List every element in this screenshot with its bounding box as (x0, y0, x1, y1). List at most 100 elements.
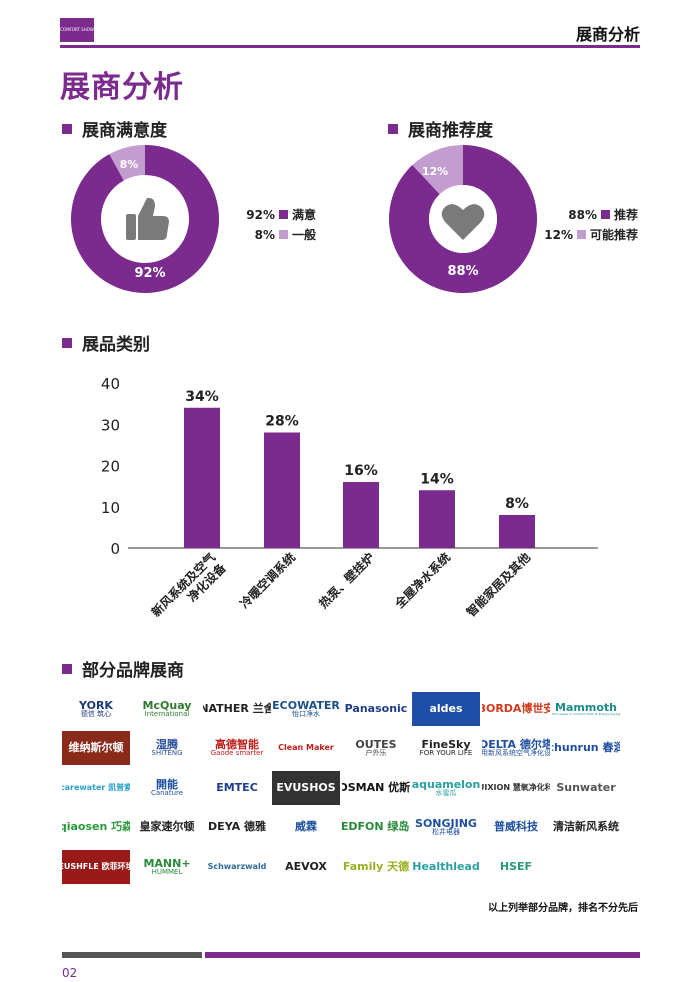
brand-logo: Mammoth The Leader in Comfort HVAC & Ener… (552, 692, 620, 726)
legend-swatch (576, 230, 586, 239)
brand-name: NATHER 兰舍 (203, 702, 271, 716)
brand-logo: NATHER 兰舍 (203, 692, 271, 726)
category-section-title: 展品类别 (62, 330, 150, 355)
brand-name: HSEF (499, 860, 533, 874)
category-label: 新风系统及空气净化设备 (148, 549, 229, 630)
brand-logo: FineSky FOR YOUR LIFE (412, 731, 480, 765)
satisfaction-legend: 92% 满意 8% 一般 (246, 205, 316, 245)
brand-logo: aldes (412, 692, 480, 726)
bar (499, 515, 535, 548)
brand-name: Healthlead (412, 860, 480, 874)
brand-name: MANN+ (143, 856, 191, 870)
legend-swatch (278, 230, 288, 239)
bar-value-label: 16% (344, 463, 378, 479)
section-marker (62, 664, 72, 674)
brand-name: YORK (79, 698, 113, 712)
y-tick-label: 40 (101, 375, 120, 393)
brand-logo: chunrun 春润 (552, 731, 620, 765)
brand-logo: HSEF (482, 850, 550, 884)
bar-value-label: 8% (505, 496, 529, 512)
category-label: 热泵、壁挂炉 (316, 550, 378, 612)
brand-name: aldes (429, 702, 463, 716)
brand-logo: NEDFON 绿岛风 (342, 810, 410, 844)
brands-title-text: 部分品牌展商 (82, 661, 184, 681)
y-tick-label: 10 (101, 499, 120, 517)
brand-subtitle: 德信 筑心 (80, 710, 112, 719)
brand-logo: Panasonic (342, 692, 410, 726)
brand-name: DEYA 德雅 (208, 820, 266, 834)
section-marker (388, 124, 398, 134)
brand-logo: Sunwater (552, 771, 620, 805)
brand-logo: EMTEC (203, 771, 271, 805)
satisfaction-slice-label-satisfied: 92% (134, 266, 165, 281)
show-logo: COMFORT SHOW (60, 18, 94, 42)
recommendation-section-title: 展商推荐度 (388, 116, 493, 141)
section-marker (62, 338, 72, 348)
brand-subtitle: SHITENG (151, 749, 183, 758)
brand-name: EUSHFLE 欧菲环境 (62, 861, 130, 871)
brand-name: McQuay (142, 698, 192, 712)
brand-logo: McQuay International (133, 692, 201, 726)
brand-name: NEDFON 绿岛风 (342, 820, 410, 834)
bar (343, 482, 379, 548)
brand-logo: 清洁新风系统 (552, 810, 620, 844)
brand-name: 開能 (156, 777, 178, 791)
brand-logo: 普威科技 (482, 810, 550, 844)
legend-item: 92% 满意 (246, 205, 316, 225)
legend-item: 8% 一般 (246, 225, 316, 245)
brands-note: 以上列举部分品牌，排名不分先后 (488, 903, 638, 914)
brand-logo: qiaosen 巧森 (62, 810, 130, 844)
brand-name: 高德智能 (214, 737, 259, 751)
recommendation-title-text: 展商推荐度 (408, 121, 493, 141)
brand-name: Schwarzwald (207, 861, 267, 871)
brand-name: Clean Maker (278, 742, 334, 752)
bar-value-label: 14% (420, 471, 454, 487)
brand-logo: aquamelon 水蜜瓜 (412, 771, 480, 805)
footer-bar-dark (62, 952, 202, 958)
brand-logo: 湿腾 SHITENG (133, 731, 201, 765)
legend-label: 满意 (291, 208, 316, 222)
brand-name: qiaosen 巧森 (62, 820, 130, 834)
brand-subtitle: FOR YOUR LIFE (419, 749, 473, 758)
y-tick-label: 30 (101, 416, 120, 434)
brand-name: OUTES (355, 737, 397, 751)
brand-name: YOSMAN 优斯曼 (342, 781, 410, 795)
brand-logo: DEYA 德雅 (203, 810, 271, 844)
footer-bar-purple (205, 952, 640, 958)
thumbs-up-icon (126, 198, 169, 240)
section-marker (62, 124, 72, 134)
brand-logo: ECOWATER 怡口净水 (272, 692, 340, 726)
brand-subtitle: Gaode smarter (210, 749, 264, 758)
recommendation-donut-chart: 88% 12% (389, 145, 537, 293)
brand-name: FineSky (421, 737, 471, 751)
brand-name: 威霖 (295, 820, 317, 834)
legend-label: 一般 (291, 228, 316, 242)
brand-name: EVUSHOS (276, 781, 336, 795)
brand-logo: EUSHFLE 欧菲环境 (62, 850, 130, 884)
header-rule (60, 45, 640, 48)
brand-logo: Healthlead (412, 850, 480, 884)
satisfaction-slice-label-average: 8% (120, 158, 139, 171)
brand-logo: carewater 凯普索 (62, 771, 130, 805)
brand-logo: Schwarzwald (203, 850, 271, 884)
brand-name: Sunwater (556, 781, 616, 795)
brand-logo: YORK 德信 筑心 (62, 692, 130, 726)
brand-name: 皇家速尔顿 (139, 820, 195, 834)
brand-subtitle: 水蜜瓜 (435, 789, 457, 798)
satisfaction-slice-average (109, 145, 145, 181)
brand-logo: MANN+ HUMMEL (133, 850, 201, 884)
brand-logo: Clean Maker (272, 731, 340, 765)
brand-logo: EVUSHOS (272, 771, 340, 805)
legend-label: 可能推荐 (589, 228, 638, 242)
brands-section-title: 部分品牌展商 (62, 656, 184, 681)
heart-icon (441, 204, 485, 240)
recommendation-slice-label-recommend: 88% (447, 264, 478, 279)
brand-name: 普威科技 (494, 820, 538, 834)
brand-subtitle: 户外乐 (365, 749, 387, 758)
satisfaction-donut-chart: 92% 8% (70, 145, 219, 293)
brand-logo: 高德智能 Gaode smarter (203, 731, 271, 765)
brand-name: 清洁新风系统 (553, 820, 619, 834)
brand-subtitle: Canature (150, 789, 184, 798)
brand-logo: 皇家速尔顿 (133, 810, 201, 844)
brand-logo: 開能 Canature (133, 771, 201, 805)
